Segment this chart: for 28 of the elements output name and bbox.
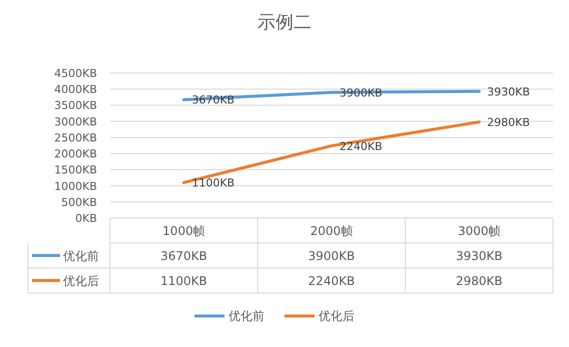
chart-title: 示例二	[258, 12, 312, 33]
x-tick-label: 3000帧	[458, 224, 500, 238]
y-tick-label: 1000KB	[54, 180, 97, 193]
x-tick-label: 2000帧	[310, 224, 353, 238]
data-label: 3900KB	[308, 249, 355, 263]
text: 2980KB	[487, 116, 530, 129]
y-tick-label: 2000KB	[54, 148, 97, 161]
text: 优化前	[228, 309, 264, 323]
x-tick-label: 1000帧	[162, 224, 206, 238]
text: 2240KB	[340, 140, 382, 153]
data-label: 3930KB	[456, 249, 502, 263]
text: 3930KB	[487, 85, 530, 98]
y-tick-label: 3500KB	[54, 99, 97, 112]
text: 1100KB	[192, 176, 235, 190]
text: 优化后	[318, 309, 354, 323]
y-tick-label: 3000KB	[54, 115, 97, 128]
data-label: 2240KB	[308, 274, 355, 288]
y-tick-label: 4500KB	[54, 67, 97, 80]
y-tick-label: 4000KB	[54, 83, 97, 96]
legend-label: 优化前	[63, 249, 99, 263]
data-label: 2980KB	[456, 274, 502, 288]
y-tick-label: 1500KB	[54, 164, 97, 177]
y-tick-label: 2500KB	[54, 131, 97, 144]
data-label: 3670KB	[160, 249, 208, 263]
y-tick-label: 500KB	[61, 196, 97, 209]
y-tick-label: 0KB	[75, 212, 97, 225]
data-label: 1100KB	[160, 274, 208, 288]
legend-label: 优化后	[63, 274, 99, 288]
